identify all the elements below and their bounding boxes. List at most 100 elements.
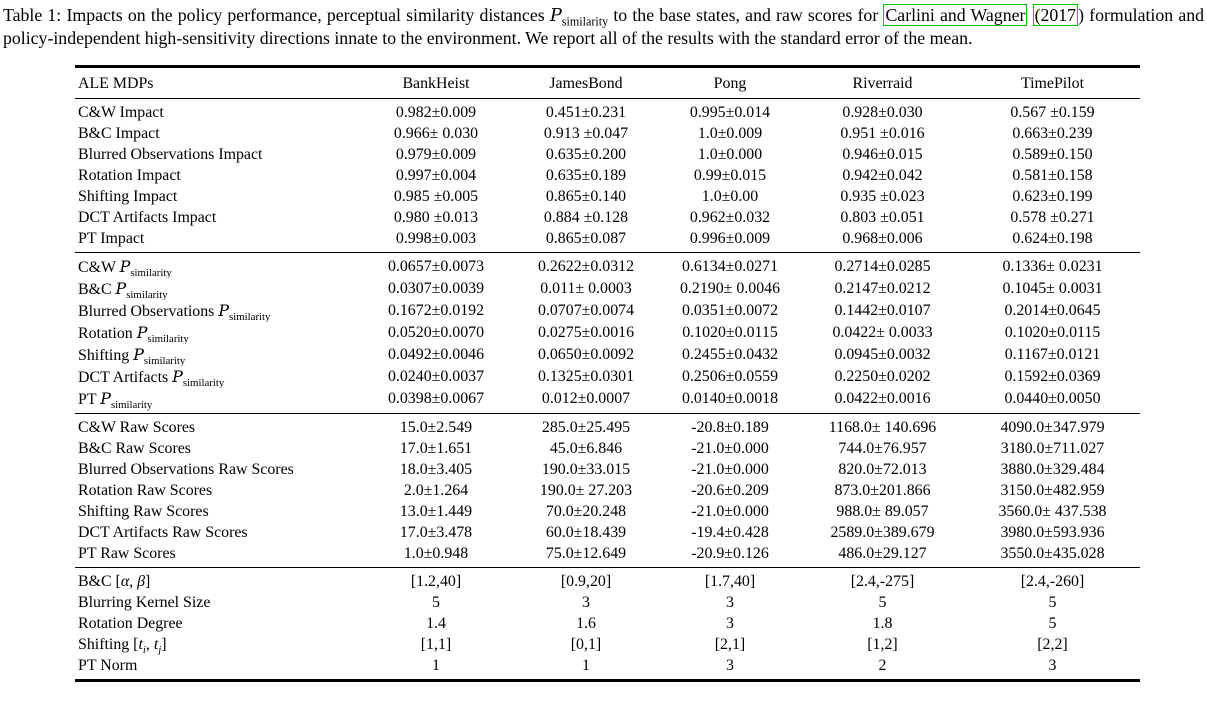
table-cell: 3980.0±593.936 xyxy=(1000,523,1105,541)
table-cell: 17.0±3.478 xyxy=(399,523,473,541)
table-cell: 3 xyxy=(726,593,734,611)
table-cell: 15.0±2.549 xyxy=(399,418,473,436)
column-header: TimePilot xyxy=(1020,74,1084,92)
table-cell: 0.0520±0.0070 xyxy=(387,324,485,342)
table-cell: 0.2622±0.0312 xyxy=(537,258,635,276)
table-row: Shifting Impact 0.985 ±0.005 0.865±0.140 1.… xyxy=(75,186,1140,207)
table-row: Rotation Degree 1.4 1.6 3 1.8 5 xyxy=(75,613,1140,634)
table-cell: [2,2] xyxy=(1037,635,1068,653)
table-cell: 17.0±1.651 xyxy=(399,439,473,457)
table-cell: -20.9±0.126 xyxy=(691,544,769,562)
table-cell: 190.0±33.015 xyxy=(541,460,631,478)
script-p-symbol: P xyxy=(119,256,131,276)
table-row: Rotation Raw Scores 2.0±1.264 190.0± 27.20… xyxy=(75,480,1140,501)
table-cell: 0.951 ±0.016 xyxy=(840,124,925,142)
script-p-symbol: P xyxy=(549,5,562,26)
script-p-symbol: P xyxy=(133,344,144,364)
section-parameters: B&C [α, β] [1.2,40] [0.9,20] [1.7,40] [2.4,-… xyxy=(75,567,1140,680)
script-p-symbol: P xyxy=(100,388,111,408)
table-cell: 75.0±12.649 xyxy=(545,544,627,562)
table-cell: 0.581±0.158 xyxy=(1012,166,1093,184)
column-header: Pong xyxy=(713,74,747,92)
section-raw-scores: C&W Raw Scores 15.0±2.549 285.0±25.495 -20.… xyxy=(75,413,1140,567)
row-label: Blurring Kernel Size xyxy=(78,593,211,611)
table-cell: 5 xyxy=(1048,593,1057,611)
table-cell: 70.0±20.248 xyxy=(545,502,627,520)
table-cell: 2.0±1.264 xyxy=(403,481,469,499)
citation-link[interactable]: (2017 xyxy=(1032,4,1079,26)
table-cell: 0.0307±0.0039 xyxy=(387,280,485,298)
row-label: DCT Artifacts Impact xyxy=(78,208,217,226)
column-header: JamesBond xyxy=(549,74,623,92)
table-caption: Table 1: Impacts on the policy performan… xyxy=(0,0,1207,51)
table-cell: 0.0422±0.0016 xyxy=(834,390,931,408)
table-cell: 0.0240±0.0037 xyxy=(387,368,485,386)
row-label: Shifting Impact xyxy=(78,187,178,205)
row-label: Rotation Raw Scores xyxy=(78,481,213,499)
table-cell: 0.2250±0.0202 xyxy=(834,368,931,386)
table-cell: 3180.0±711.027 xyxy=(1000,439,1105,457)
table-cell: -21.0±0.000 xyxy=(691,460,769,478)
table-cell: 0.996±0.009 xyxy=(689,229,771,247)
table-cell: 0.0657±0.0073 xyxy=(387,258,485,276)
table-cell: [1.2,40] xyxy=(410,572,462,590)
table-cell: 3 xyxy=(582,593,590,611)
table-cell: 0.451±0.231 xyxy=(545,103,627,121)
table-cell: 486.0±29.127 xyxy=(838,544,927,562)
row-label: Shifting Raw Scores xyxy=(78,502,209,520)
header-row-label: ALE MDPs xyxy=(78,74,154,92)
table-cell: 1 xyxy=(432,656,440,674)
table-cell: 60.0±18.439 xyxy=(545,523,627,541)
table-cell: 0.998±0.003 xyxy=(395,229,477,247)
section-perceptual-similarity: C&W Psimilarity 0.0657±0.0073 0.2622±0.031… xyxy=(75,252,1140,413)
table-cell: 1 xyxy=(582,656,590,674)
table-row: Rotation Psimilarity 0.0520±0.0070 0.0275±… xyxy=(75,322,1140,344)
table-cell: 0.2506±0.0559 xyxy=(681,368,779,386)
citation-link[interactable]: Carlini and Wagner xyxy=(883,4,1028,26)
caption-text: to the base states, and raw scores for xyxy=(608,5,884,25)
table-cell: 0.935 ±0.023 xyxy=(840,187,925,205)
table-cell: 0.1020±0.0115 xyxy=(682,324,778,342)
table-row: C&W Raw Scores 15.0±2.549 285.0±25.495 -20.… xyxy=(75,413,1140,438)
row-label: Shifting Psimilarity xyxy=(78,344,186,366)
caption-math: Psimilarity xyxy=(549,5,609,29)
table-row: B&C Impact 0.966± 0.030 0.913 ±0.047 1.0±0.… xyxy=(75,123,1140,144)
table-cell: 0.0398±0.0067 xyxy=(387,390,485,408)
table-cell: 0.2714±0.0285 xyxy=(834,258,931,276)
table-cell: -21.0±0.000 xyxy=(691,439,769,457)
table-cell: 2 xyxy=(878,656,887,674)
table-cell: 0.2147±0.0212 xyxy=(834,280,931,298)
row-label: PT Norm xyxy=(78,656,138,674)
table-row: Blurred Observations Impact 0.979±0.009 0.… xyxy=(75,144,1140,165)
table-cell: 0.985 ±0.005 xyxy=(393,187,479,205)
row-label: Rotation Impact xyxy=(78,166,181,184)
row-label: Shifting [ti, tj] xyxy=(78,635,167,655)
table-cell: 0.011± 0.0003 xyxy=(540,280,632,298)
table-cell: [0,1] xyxy=(570,635,602,653)
table-cell: 0.979±0.009 xyxy=(395,145,477,163)
section-impact: C&W Impact 0.982±0.009 0.451±0.231 0.995±0.… xyxy=(75,98,1140,252)
table-cell: 0.624±0.198 xyxy=(1012,229,1093,247)
table-cell: 0.578 ±0.271 xyxy=(1010,208,1095,226)
table-row: Blurred Observations Psimilarity 0.1672±0… xyxy=(75,300,1140,322)
table-cell: 0.0422± 0.0033 xyxy=(832,324,933,342)
table-cell: 0.0945±0.0032 xyxy=(834,346,931,364)
table-cell: 988.0± 89.057 xyxy=(836,502,929,520)
table-cell: 13.0±1.449 xyxy=(399,502,473,520)
table-cell: 0.6134±0.0271 xyxy=(681,258,779,276)
table-cell: 0.982±0.009 xyxy=(395,103,477,121)
table-cell: 0.0351±0.0072 xyxy=(681,302,779,320)
table-cell: 0.942±0.042 xyxy=(842,166,923,184)
row-label: PT Raw Scores xyxy=(78,544,176,562)
table-cell: 0.623±0.199 xyxy=(1012,187,1093,205)
script-p-symbol: P xyxy=(218,300,230,320)
table-cell: 5 xyxy=(878,593,887,611)
script-p-symbol: P xyxy=(136,322,148,342)
table-cell: 0.589±0.150 xyxy=(1012,145,1093,163)
column-header: Riverraid xyxy=(852,74,913,92)
table-cell: 2589.0±389.679 xyxy=(830,523,935,541)
table-row: B&C Psimilarity 0.0307±0.0039 0.011± 0.000… xyxy=(75,278,1140,300)
table-cell: 0.635±0.189 xyxy=(545,166,627,184)
row-label: B&C Raw Scores xyxy=(78,439,191,457)
row-label: Blurred Observations Psimilarity xyxy=(78,300,271,322)
